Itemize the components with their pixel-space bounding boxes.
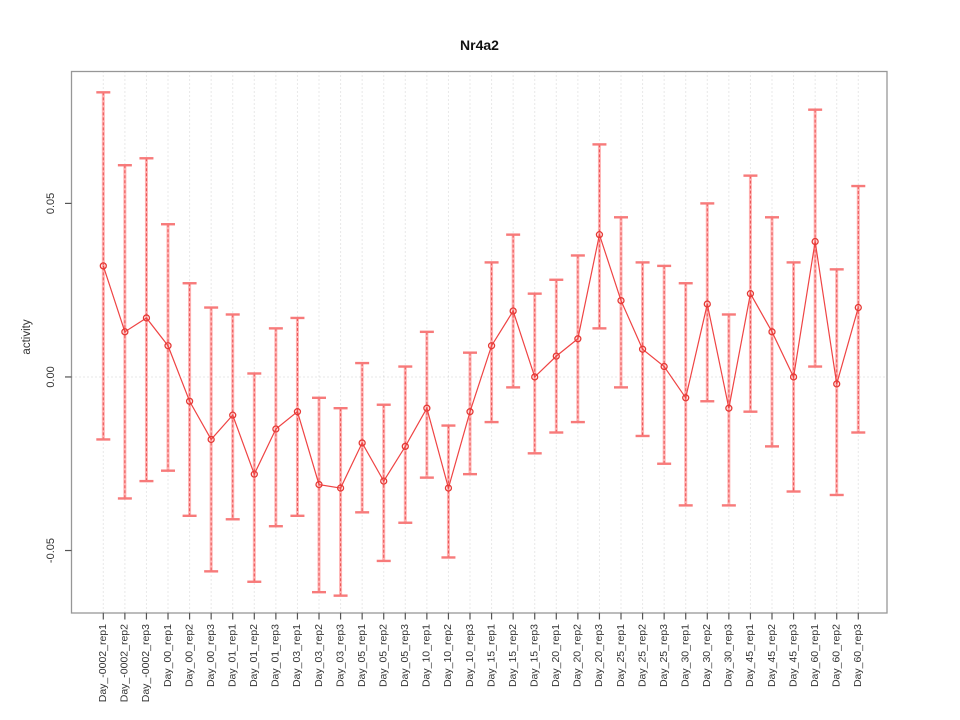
x-tick-label: Day_45_rep2 <box>766 624 778 687</box>
x-tick-label: Day_00_rep3 <box>205 624 217 687</box>
x-tick-label: Day_-0002_rep3 <box>140 624 152 702</box>
data-point <box>811 237 819 246</box>
x-tick-label: Day_60_rep3 <box>852 624 864 687</box>
x-tick-label: Day_03_rep3 <box>334 624 346 687</box>
data-point <box>595 230 604 239</box>
data-point <box>272 425 280 433</box>
data-point <box>531 373 539 381</box>
x-tick-label: Day_10_rep1 <box>421 624 433 687</box>
x-tick-label: Day_05_rep2 <box>378 624 390 687</box>
x-tick-label: Day_15_rep1 <box>485 624 497 687</box>
data-point <box>164 342 172 350</box>
y-tick-label: 0.05 <box>45 193 57 214</box>
data-point <box>789 373 798 381</box>
data-point <box>552 352 560 360</box>
data-point <box>185 397 194 405</box>
data-point <box>660 362 668 371</box>
x-tick-label: Day_-0002_rep2 <box>119 624 131 702</box>
data-point <box>293 408 302 416</box>
data-point <box>703 300 711 308</box>
data-point <box>768 328 776 336</box>
x-tick-label: Day_25_rep2 <box>636 624 648 687</box>
data-point <box>99 262 107 270</box>
x-tick-label: Day_30_rep3 <box>723 624 735 687</box>
x-tick-label: Day_-0002_rep1 <box>97 624 109 702</box>
data-point <box>250 470 258 478</box>
x-tick-label: Day_25_rep1 <box>615 624 627 687</box>
x-tick-label: Day_20_rep2 <box>572 624 584 687</box>
series-line <box>102 232 859 491</box>
x-tick-label: Day_01_rep1 <box>227 624 239 687</box>
y-axis-label: activity <box>21 319 33 355</box>
x-tick-label: Day_20_rep3 <box>593 624 605 687</box>
x-tick-label: Day_20_rep1 <box>550 624 562 687</box>
x-tick-label: Day_03_rep1 <box>291 624 303 687</box>
data-point <box>466 408 474 416</box>
data-point <box>336 484 345 492</box>
data-point <box>444 484 453 492</box>
data-point <box>401 442 409 451</box>
data-point <box>207 435 215 444</box>
data-point <box>617 296 625 305</box>
x-tick-label: Day_05_rep3 <box>399 624 411 687</box>
y-tick-label: -0.05 <box>45 538 57 563</box>
data-point <box>833 380 841 388</box>
x-tick-label: Day_25_rep3 <box>658 624 670 687</box>
data-point <box>854 303 862 312</box>
y-tick-label: 0.00 <box>45 366 57 387</box>
x-tick-label: Day_15_rep3 <box>529 624 541 687</box>
data-point <box>509 307 517 315</box>
x-tick-label: Day_00_rep2 <box>183 624 195 687</box>
data-point <box>746 290 755 298</box>
data-point <box>638 345 647 353</box>
x-tick-label: Day_05_rep1 <box>356 624 368 687</box>
data-point <box>380 477 388 485</box>
x-tick-label: Day_60_rep2 <box>830 624 842 687</box>
x-tick-label: Day_10_rep3 <box>464 624 476 687</box>
data-point <box>487 342 496 350</box>
x-tick-label: Day_45_rep1 <box>744 624 756 687</box>
chart-title: Nr4a2 <box>460 37 499 53</box>
x-tick-label: Day_45_rep3 <box>787 624 799 687</box>
x-tick-label: Day_03_rep2 <box>313 624 325 687</box>
data-point <box>682 394 690 402</box>
x-tick-label: Day_10_rep2 <box>442 624 454 687</box>
data-point <box>574 335 582 343</box>
x-tick-label: Day_60_rep1 <box>809 624 821 687</box>
data-point <box>725 404 733 412</box>
data-point <box>142 314 151 322</box>
data-point <box>358 439 366 447</box>
data-point <box>423 404 431 412</box>
x-tick-label: Day_30_rep1 <box>679 624 691 687</box>
data-point <box>229 411 237 419</box>
x-tick-label: Day_01_rep3 <box>270 624 282 687</box>
data-point <box>315 480 323 489</box>
x-tick-label: Day_01_rep2 <box>248 624 260 687</box>
x-tick-label: Day_00_rep1 <box>162 624 174 687</box>
x-tick-label: Day_15_rep2 <box>507 624 519 687</box>
plot-border <box>70 70 888 614</box>
x-tick-label: Day_30_rep2 <box>701 624 713 687</box>
data-point <box>121 328 129 336</box>
